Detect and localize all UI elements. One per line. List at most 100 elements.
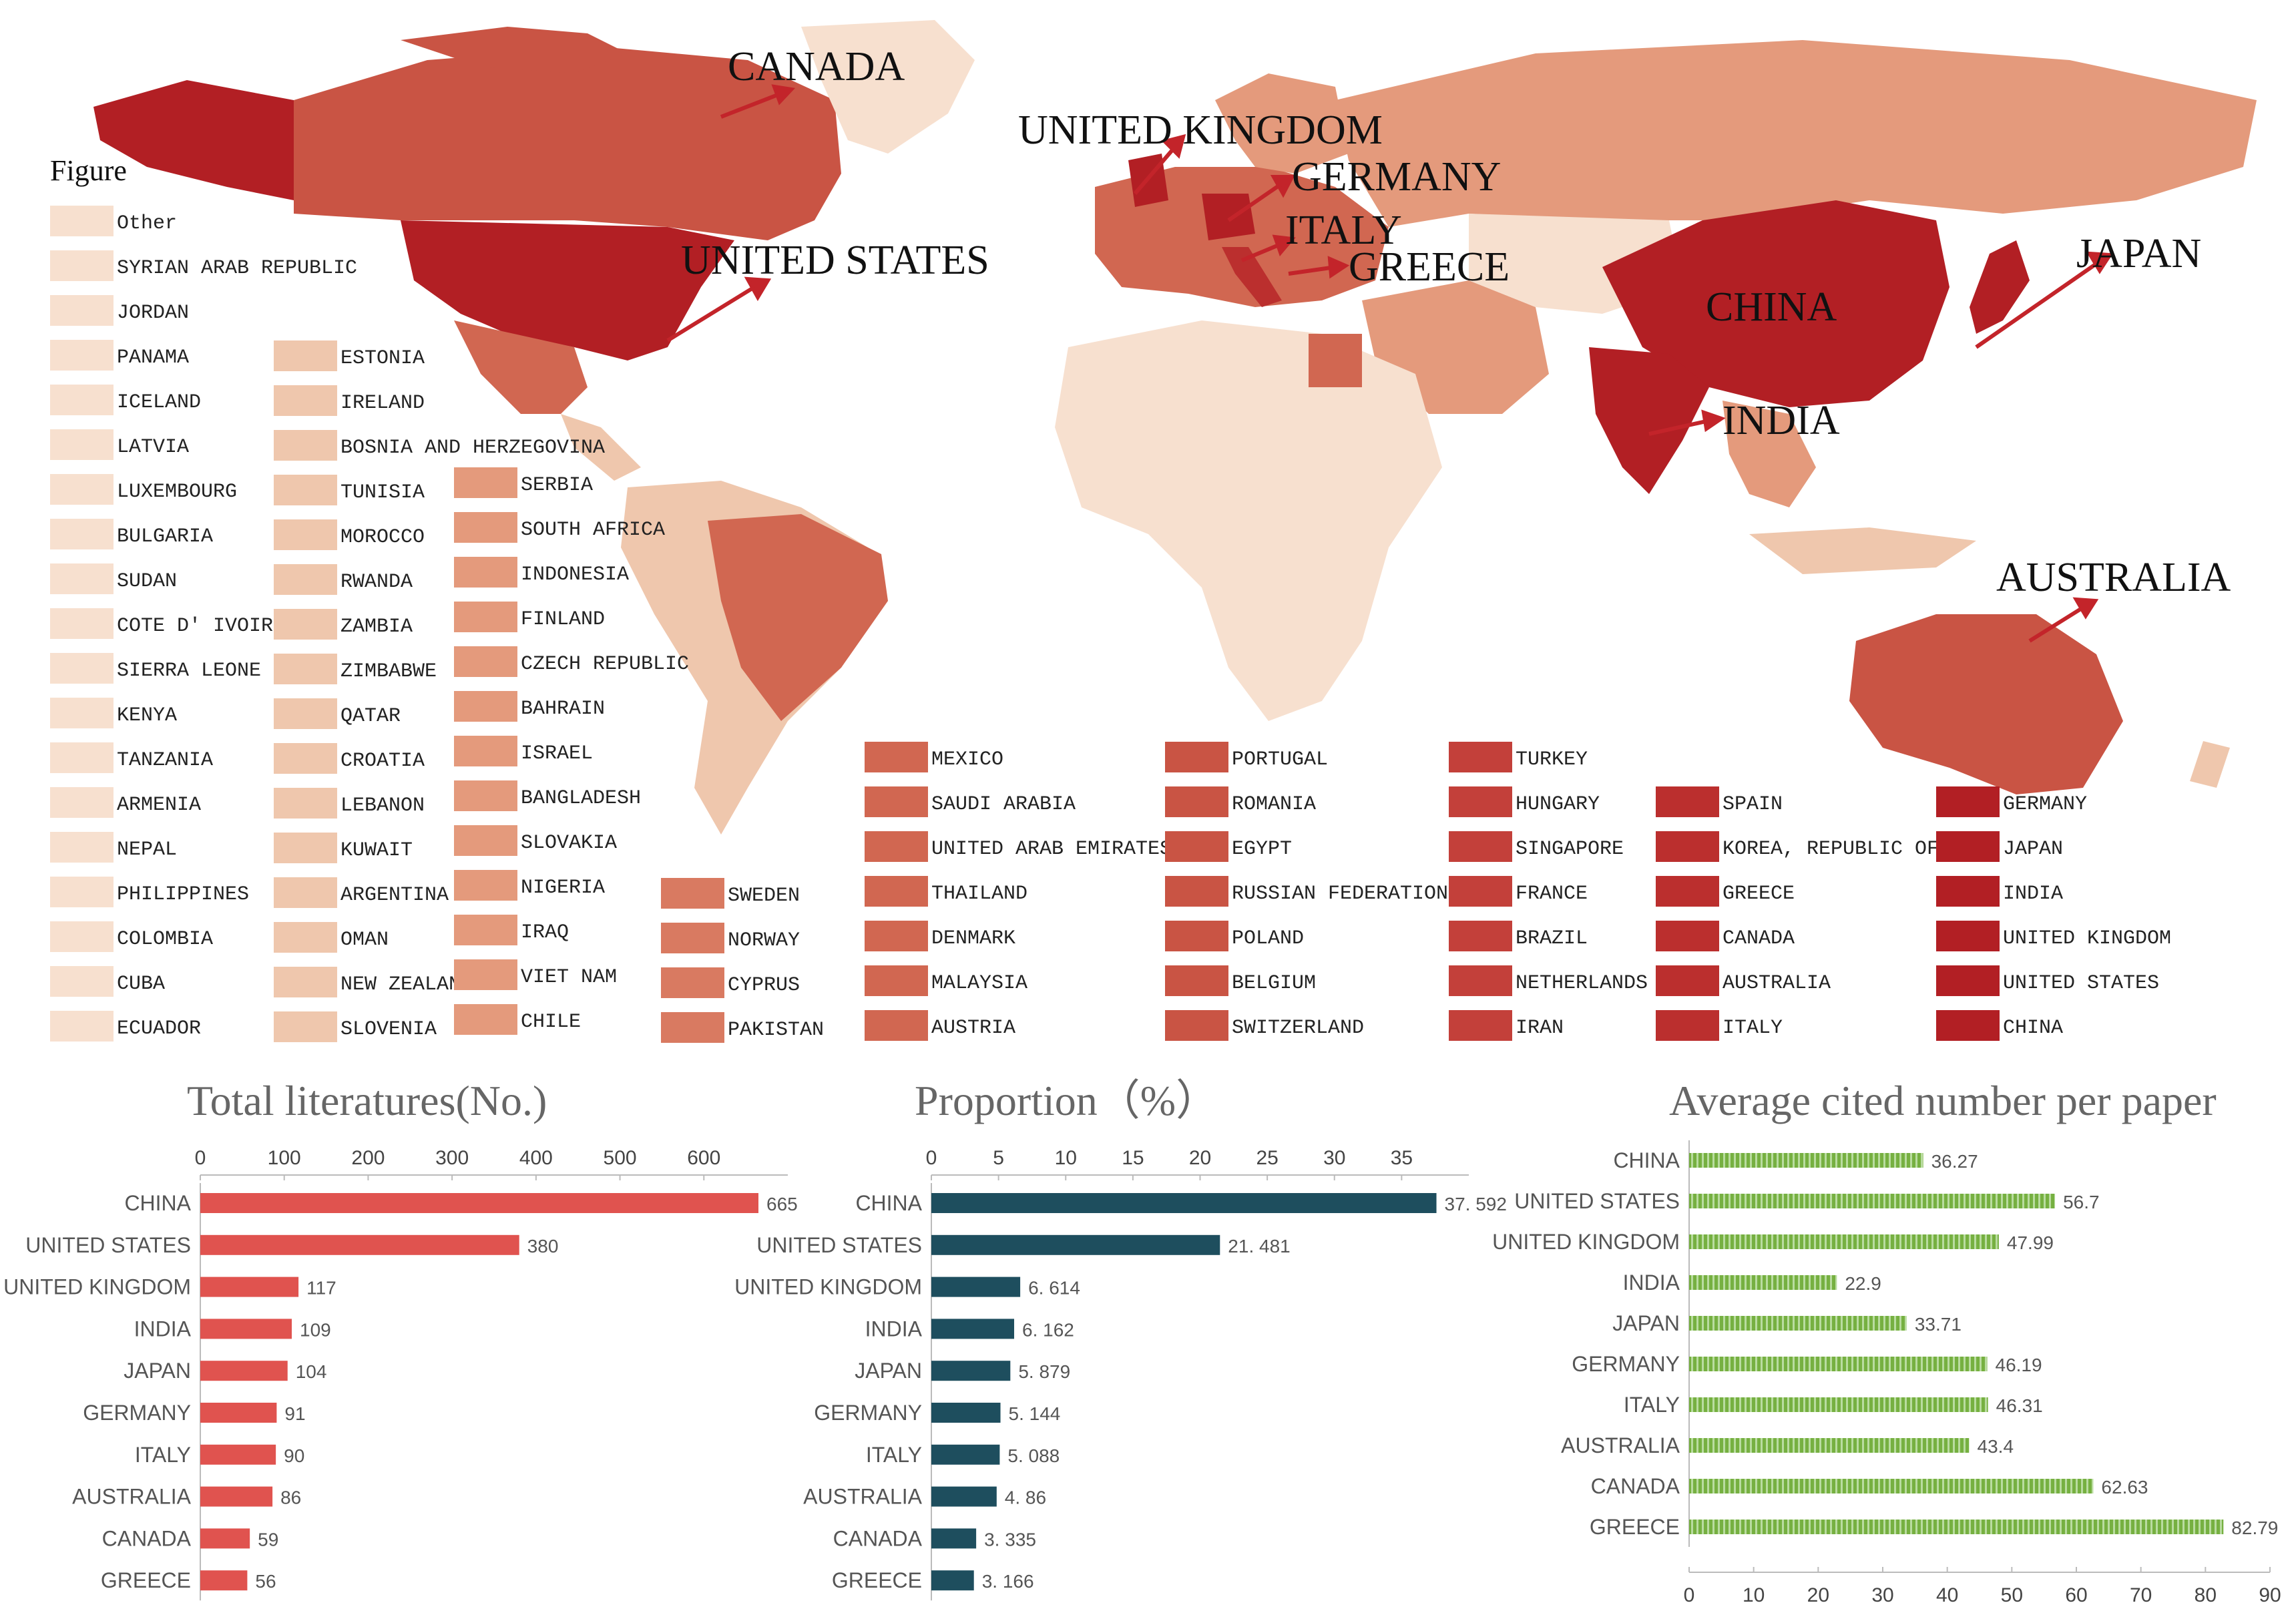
value-label-greece: 82.79 xyxy=(2231,1518,2278,1538)
legend-label-romania: ROMANIA xyxy=(1232,793,1316,816)
legend-label-mexico: MEXICO xyxy=(931,748,1003,771)
legend-swatch-romania xyxy=(1165,786,1228,817)
category-label-japan: JAPAN xyxy=(855,1359,922,1383)
value-label-japan: 5. 879 xyxy=(1018,1361,1070,1382)
value-label-india: 6. 162 xyxy=(1022,1319,1074,1340)
legend-label-ecuador: ECUADOR xyxy=(117,1017,201,1040)
legend-label-poland: POLAND xyxy=(1232,927,1304,950)
legend-swatch-poland xyxy=(1165,921,1228,951)
legend-swatch-belgium xyxy=(1165,965,1228,996)
bar-china xyxy=(200,1193,758,1213)
land-india xyxy=(1589,347,1709,494)
legend-swatch-rwanda xyxy=(274,564,337,595)
x-tick-label: 100 xyxy=(268,1147,301,1169)
legend-label-cyprus: CYPRUS xyxy=(728,974,800,997)
x-tick-label: 60 xyxy=(2065,1584,2087,1606)
land-italy xyxy=(1222,247,1282,307)
legend: Other SYRIAN ARAB REPUBLIC JORDAN PANAMA ICE… xyxy=(50,206,2171,1043)
category-label-japan: JAPAN xyxy=(124,1359,191,1383)
category-label-greece: GREECE xyxy=(832,1568,922,1592)
legend-label-cuba: CUBA xyxy=(117,973,165,995)
legend-swatch-australia xyxy=(1656,965,1719,996)
legend-swatch-kenya xyxy=(50,698,113,728)
category-label-australia: AUSTRALIA xyxy=(72,1485,191,1509)
legend-label-viet-nam: VIET NAM xyxy=(521,966,617,989)
legend-label-russian-federation: RUSSIAN FEDERATION xyxy=(1232,883,1448,905)
arrow-uk xyxy=(1133,146,1177,195)
legend-label-japan: JAPAN xyxy=(2003,838,2063,861)
bar-italy xyxy=(931,1444,1000,1465)
legend-swatch-zimbabwe xyxy=(274,654,337,684)
legend-swatch-bangladesh xyxy=(454,780,517,811)
category-label-canada: CANADA xyxy=(833,1526,923,1550)
legend-label-sweden: SWEDEN xyxy=(728,885,800,907)
legend-label-jordan: JORDAN xyxy=(117,302,189,324)
category-label-china: CHINA xyxy=(855,1191,922,1215)
bar-united-kingdom xyxy=(931,1277,1021,1297)
legend-swatch-chile xyxy=(454,1004,517,1035)
category-label-india: INDIA xyxy=(865,1317,923,1341)
bar-australia xyxy=(931,1486,997,1507)
legend-label-korea-republic-of: KOREA, REPUBLIC OF xyxy=(1723,838,1939,861)
legend-swatch-bahrain xyxy=(454,691,517,722)
map-labels: CANADA UNITED KINGDOM GERMANY ITALY GREE… xyxy=(681,44,2231,600)
map-label-united-states: UNITED STATES xyxy=(681,238,989,283)
legend-swatch-bosnia-and-herzegovina xyxy=(274,430,337,461)
legend-swatch-nepal xyxy=(50,832,113,863)
legend-swatch-slovenia xyxy=(274,1011,337,1042)
legend-label-chile: CHILE xyxy=(521,1011,581,1033)
legend-label-france: FRANCE xyxy=(1516,883,1588,905)
bar-germany xyxy=(200,1403,277,1423)
land-greenland xyxy=(801,20,975,154)
legend-swatch-norway xyxy=(661,923,724,953)
legend-label-austria: AUSTRIA xyxy=(931,1017,1015,1039)
legend-label-new-zealand: NEW ZEALAND xyxy=(340,973,473,996)
x-tick-label: 90 xyxy=(2259,1584,2281,1606)
legend-label-italy: ITALY xyxy=(1723,1017,1783,1039)
bar-canada xyxy=(1689,1479,2094,1493)
value-label-united-kingdom: 47.99 xyxy=(2007,1232,2054,1253)
legend-swatch-switzerland xyxy=(1165,1010,1228,1041)
legend-label-canada: CANADA xyxy=(1723,927,1795,950)
category-label-italy: ITALY xyxy=(135,1443,191,1467)
legend-swatch-iceland xyxy=(50,385,113,415)
legend-swatch-serbia xyxy=(454,467,517,498)
legend-label-armenia: ARMENIA xyxy=(117,794,201,817)
legend-swatch-mexico xyxy=(865,742,928,772)
legend-swatch-iran xyxy=(1449,1010,1512,1041)
legend-swatch-latvia xyxy=(50,429,113,460)
land-new-zealand xyxy=(2190,741,2230,788)
legend-swatch-nigeria xyxy=(454,870,517,901)
land-scandinavia xyxy=(1215,73,1349,174)
x-tick-label: 300 xyxy=(435,1147,469,1169)
arrow-india-head xyxy=(1701,409,1726,433)
value-label-china: 36.27 xyxy=(1931,1151,1978,1172)
bar-united-states xyxy=(931,1234,1220,1255)
legend-swatch-japan xyxy=(1936,831,2000,862)
legend-swatch-estonia xyxy=(274,340,337,371)
arrow-usa-head xyxy=(744,276,772,301)
legend-label-united-arab-emirates: UNITED ARAB EMIRATES xyxy=(931,838,1172,861)
category-label-india: INDIA xyxy=(134,1317,192,1341)
legend-label-switzerland: SWITZERLAND xyxy=(1232,1017,1364,1039)
land-brazil xyxy=(708,514,888,721)
map-label-china: CHINA xyxy=(1706,284,1837,330)
legend-label-sierra-leone: SIERRA LEONE xyxy=(117,660,261,682)
x-tick-label: 35 xyxy=(1391,1147,1413,1169)
x-tick-label: 0 xyxy=(195,1147,206,1169)
legend-label-belgium: BELGIUM xyxy=(1232,972,1316,995)
land-europe xyxy=(1095,167,1389,307)
legend-swatch-thailand xyxy=(865,876,928,907)
land-se-asia xyxy=(1723,401,1816,507)
legend-label-israel: ISRAEL xyxy=(521,742,593,765)
value-label-india: 109 xyxy=(300,1319,331,1340)
bar-greece xyxy=(200,1570,248,1591)
land-central-america xyxy=(561,414,641,481)
arrow-greece-head xyxy=(1327,256,1350,279)
value-label-united-states: 380 xyxy=(527,1236,559,1256)
value-label-greece: 56 xyxy=(255,1571,276,1592)
legend-swatch-armenia xyxy=(50,787,113,818)
legend-swatch-united-arab-emirates xyxy=(865,831,928,862)
legend-label-bangladesh: BANGLADESH xyxy=(521,787,641,810)
legend-label-czech-republic: CZECH REPUBLIC xyxy=(521,653,689,676)
